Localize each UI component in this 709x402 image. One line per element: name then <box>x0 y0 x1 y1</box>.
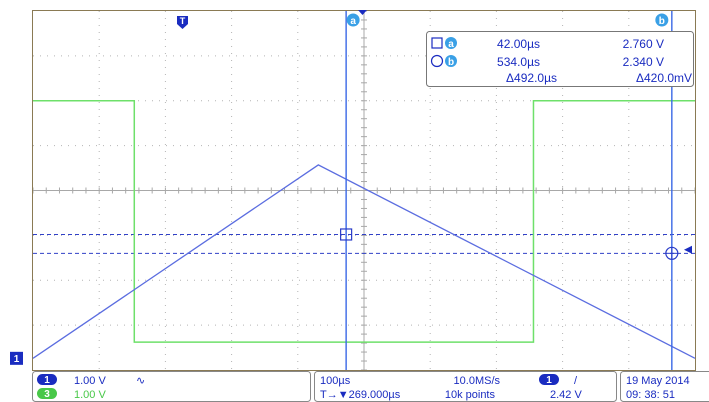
readout-a-time: 42.00µs <box>497 37 540 51</box>
channel3-number: 3 <box>44 389 50 400</box>
status-bar: 1 1.00 V ∿ 3 1.00 V 100µs T→▼269.000µs 1… <box>32 371 709 402</box>
date: 19 May 2014 <box>626 375 690 387</box>
horizontal-settings-button[interactable]: 100µs T→▼269.000µs 10.0MS/s 10k points <box>320 375 500 401</box>
readout-b-volt: 2.340 V <box>623 55 664 69</box>
readout-a-volt: 2.760 V <box>623 37 664 51</box>
channel1-marker-label: 1 <box>14 354 20 365</box>
trigger-position: T→▼269.000µs <box>320 389 401 401</box>
channel1-scale: 1.00 V <box>74 375 106 387</box>
cursor-readout-panel: a 42.00µs 2.760 V b 534.0µs 2.340 V Δ492… <box>426 31 694 87</box>
cursor-a-square-marker <box>340 228 353 241</box>
cursor-a-badge-label: a <box>350 16 356 27</box>
square-cursor-icon <box>431 37 443 49</box>
trigger-position-marker[interactable]: T <box>177 16 188 29</box>
bandwidth-limit-icon: ∿ <box>136 375 145 387</box>
readout-b-badge-label: b <box>448 57 454 68</box>
record-length: 10k points <box>445 389 496 401</box>
cursor-b-badge-label: b <box>659 16 665 27</box>
readout-delta-volt: Δ420.0mV <box>636 71 692 85</box>
time: 09: 38: 51 <box>626 389 675 401</box>
channel3-scale: 1.00 V <box>74 389 106 401</box>
channel3-waveform <box>33 100 695 343</box>
timebase: 100µs <box>320 375 351 387</box>
trigger-point-arrow-icon <box>358 10 367 15</box>
channel1-waveform <box>32 164 696 359</box>
channel1-scale-button[interactable]: 1 1.00 V ∿ <box>37 374 145 387</box>
trigger-settings-button[interactable]: 1 / 2.42 V <box>539 374 582 401</box>
cursor-b-circle-marker <box>665 246 679 260</box>
channel1-ground-marker[interactable]: 1 <box>10 351 23 365</box>
graticule <box>32 10 696 371</box>
readout-a-badge-icon <box>445 37 457 49</box>
readout-b-time: 534.0µs <box>497 55 540 69</box>
cursor-a-badge[interactable]: a <box>346 13 360 28</box>
trigger-level-arrow-icon <box>684 245 692 254</box>
trigger-level: 2.42 V <box>550 389 582 401</box>
readout-a-badge-label: a <box>448 39 454 50</box>
channel3-scale-button[interactable]: 3 1.00 V <box>37 388 106 401</box>
cursor-b-badge[interactable]: b <box>655 13 669 28</box>
readout-delta-time: Δ492.0µs <box>506 71 557 85</box>
sample-rate: 10.0MS/s <box>454 375 501 387</box>
trigger-marker-label: T <box>180 16 186 26</box>
trigger-source: 1 <box>546 375 552 386</box>
channel1-number: 1 <box>44 375 50 386</box>
circle-cursor-icon <box>430 54 444 68</box>
readout-b-badge-icon <box>445 55 457 67</box>
trigger-slope-icon: / <box>574 375 578 387</box>
